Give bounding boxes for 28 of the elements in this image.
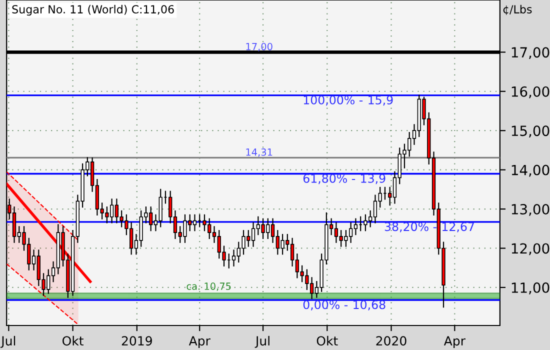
- annotation: 100,00% -: [304, 96, 363, 106]
- x-tick-label: Okt: [62, 336, 84, 346]
- ref-line-label: 12,67: [442, 222, 474, 232]
- x-tick-label: Jul: [254, 336, 270, 348]
- band-label: ca. 10,75: [186, 282, 231, 291]
- y-tick-label: 12,00: [512, 243, 550, 256]
- annotation: 61,80% -: [303, 174, 356, 184]
- x-tick-label: Okt: [316, 336, 338, 346]
- ref-line-label: 17,00: [246, 42, 272, 52]
- y-tick-label: 15,00: [512, 126, 550, 138]
- ref-line-label: 10,68: [354, 300, 386, 310]
- annotation: 0,00% -: [303, 300, 348, 310]
- ref-line-label: 14,31: [246, 148, 272, 157]
- y-tick-label: 14,00: [512, 164, 550, 177]
- x-tick-label: 2020: [376, 336, 406, 346]
- x-tick-label: 2019: [122, 336, 152, 346]
- y-axis-title: ¢/Lbs: [503, 4, 532, 16]
- ref-line-label: 15,9: [368, 96, 393, 106]
- x-tick-label: Apr: [188, 336, 210, 348]
- chart-title: Sugar No. 11 (World) C:11,06: [12, 4, 174, 16]
- x-tick-label: Apr: [444, 336, 466, 348]
- y-tick-label: 11,00: [512, 282, 550, 294]
- annotation: 38,20% -: [384, 222, 436, 232]
- y-tick-label: 13,00: [512, 204, 550, 216]
- x-tick-label: Jul: [0, 336, 16, 348]
- y-tick-label: 17,00: [512, 47, 550, 60]
- ref-line-label: 13,9: [361, 174, 386, 184]
- y-tick-label: 16,00: [512, 86, 550, 98]
